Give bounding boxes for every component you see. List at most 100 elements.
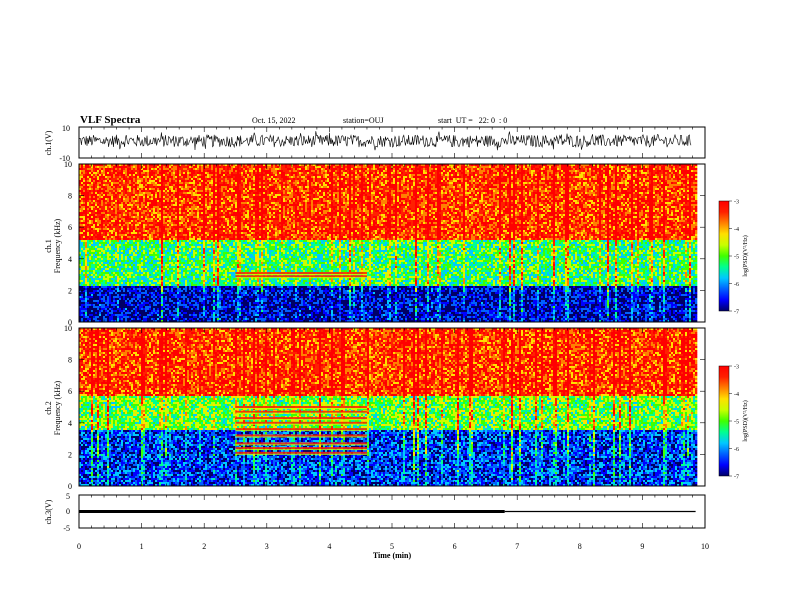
spectrogram-cell [123,222,125,224]
spectrogram-cell [91,274,93,276]
spectrogram-cell [121,214,123,216]
spectrogram-cell [123,186,125,188]
spectrogram-cell [115,198,117,200]
spectrogram-cell [131,278,133,280]
spectrogram-cell [105,252,107,254]
spectrogram-cell [121,252,123,254]
spectrogram-cell [85,294,87,296]
spectrogram-cell [101,270,103,272]
spectrogram-cell [83,170,85,172]
spectrogram-cell [121,294,123,296]
spectrogram-cell [105,170,107,172]
spectrogram-cell [105,182,107,184]
spectrogram-cell [131,270,133,272]
spectrogram-cell [91,178,93,180]
spectrogram-cell [127,214,129,216]
spectrogram-cell [123,228,125,230]
spectrogram-cell [123,198,125,200]
spectrogram-cell [127,218,129,220]
spectrogram-cell [115,264,117,266]
spectrogram-cell [97,280,99,282]
spectrogram-cell [87,302,89,304]
spectrogram-cell [115,192,117,194]
spectrogram-cell [101,214,103,216]
spectrogram-cell [109,236,111,238]
spectrogram-cell [123,258,125,260]
spectrogram-cell [127,290,129,292]
spectrogram-cell [119,172,121,174]
spectrogram-cell [101,226,103,228]
spectrogram-cell [131,244,133,246]
spectrogram-cell [109,204,111,206]
spectrogram-cell [105,294,107,296]
spectrogram-cell [109,316,111,318]
spectrogram-cell [131,200,133,202]
spectrogram-cell [99,242,101,244]
spectrogram-cell [85,226,87,228]
spectrogram-cell [113,296,115,298]
spectrogram-cell [127,188,129,190]
spectrogram-cell [81,192,83,194]
spectrogram-cell [119,230,121,232]
spectrogram-cell [95,260,97,262]
spectrogram-cell [89,254,91,256]
spectrogram-cell [111,300,113,302]
spectrogram-cell [103,184,105,186]
spectrogram-cell [85,174,87,176]
spectrogram-cell [123,254,125,256]
spectrogram-cell [101,190,103,192]
spectrogram-cell [83,260,85,262]
spectrogram-cell [123,278,125,280]
spectrogram-cell [119,180,121,182]
spectrogram-cell [97,308,99,310]
spectrogram-cell [103,224,105,226]
spectrogram-cell [119,228,121,230]
spectrogram-cell [109,182,111,184]
spectrogram-cell [109,318,111,320]
spectrogram-cell [121,248,123,250]
spectrogram-cell [119,298,121,300]
spectrogram-cell [113,276,115,278]
spectrogram-cell [117,298,119,300]
spectrogram-cell [107,192,109,194]
spectrogram-cell [105,200,107,202]
spectrogram-cell [111,192,113,194]
spectrogram-cell [129,204,131,206]
spectrogram-cell [115,180,117,182]
spectrogram-cell [95,262,97,264]
spectrogram-cell [107,186,109,188]
spectrogram-cell [117,214,119,216]
spectrogram-cell [113,188,115,190]
spectrogram-cell [117,272,119,274]
spectrogram-cell [99,212,101,214]
spectrogram-cell [123,272,125,274]
spectrogram-cell [103,212,105,214]
spectrogram-cell [87,188,89,190]
spectrogram-cell [95,236,97,238]
spectrogram-cell [113,280,115,282]
spectrogram-cell [87,216,89,218]
spectrogram-cell [125,192,127,194]
spectrogram-cell [91,304,93,306]
spectrogram-cell [129,314,131,316]
spectrogram-cell [109,272,111,274]
spectrogram-cell [97,240,99,242]
spectrogram-cell [87,178,89,180]
spectrogram-cell [83,204,85,206]
spectrogram-cell [89,258,91,260]
spectrogram-cell [119,246,121,248]
spectrogram-cell [121,276,123,278]
spectrogram-cell [89,192,91,194]
spectrogram-cell [109,208,111,210]
spectrogram-cell [109,262,111,264]
spectrogram-cell [83,318,85,320]
spectrogram-cell [89,290,91,292]
spectrogram-cell [111,218,113,220]
spectrogram-cell [103,216,105,218]
spectrogram-cell [87,246,89,248]
spectrogram-cell [93,262,95,264]
spectrogram-cell [101,166,103,168]
spectrogram-cell [131,186,133,188]
spectrogram-cell [97,288,99,290]
spectrogram-cell [95,264,97,266]
